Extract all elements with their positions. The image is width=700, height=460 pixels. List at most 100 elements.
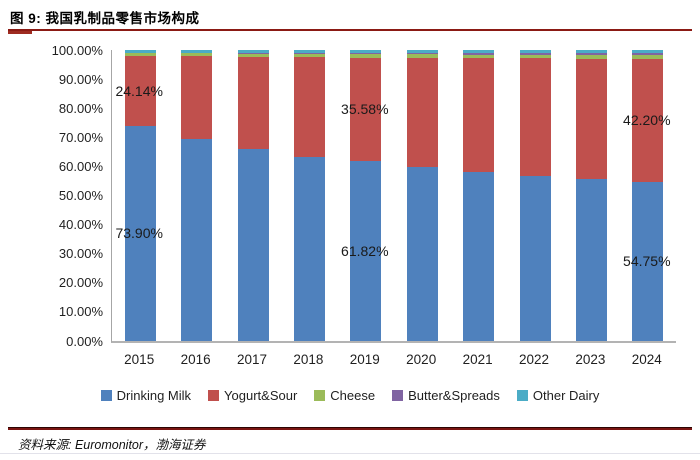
plot-area xyxy=(111,50,676,343)
data-label-drinking-milk: 61.82% xyxy=(341,243,389,260)
bar-segment-butter-spreads xyxy=(463,52,495,55)
y-axis-tick-label: 100.00% xyxy=(51,42,103,58)
bar-segment-drinking-milk xyxy=(406,167,438,341)
bar-segment-other-dairy xyxy=(181,50,213,53)
y-axis-tick-label: 70.00% xyxy=(58,129,103,145)
x-axis-category-label: 2024 xyxy=(631,352,662,367)
bar-segment-butter-spreads xyxy=(237,52,269,54)
bar-column xyxy=(338,50,394,341)
legend-item-yogurt-sour: Yogurt&Sour xyxy=(208,388,297,403)
bar-segment-cheese xyxy=(632,54,664,59)
bar-column xyxy=(281,50,337,341)
bar-segment-yogurt-sour xyxy=(463,58,495,172)
bar-column xyxy=(563,50,619,341)
bar-segment-other-dairy xyxy=(463,50,495,53)
stacked-bar xyxy=(632,50,664,341)
bar-segment-other-dairy xyxy=(632,50,664,53)
bar-segment-drinking-milk xyxy=(293,156,325,341)
data-label-drinking-milk: 54.75% xyxy=(623,253,671,270)
legend-swatch-yogurt-sour xyxy=(208,390,220,401)
bar-segment-cheese xyxy=(293,53,325,58)
x-axis-category-label: 2019 xyxy=(349,352,380,367)
stacked-bar xyxy=(406,50,438,341)
bar-segment-yogurt-sour xyxy=(124,55,156,126)
legend-label: Cheese xyxy=(330,388,376,403)
bar-segment-cheese xyxy=(463,54,495,59)
bar-column xyxy=(112,50,168,341)
bar-segment-cheese xyxy=(350,54,382,58)
y-axis-tick-label: 10.00% xyxy=(58,304,103,320)
bar-segment-other-dairy xyxy=(124,50,156,53)
bar-segment-drinking-milk xyxy=(463,171,495,341)
stacked-bar xyxy=(124,50,156,341)
bar-column xyxy=(450,50,506,341)
x-axis-category-label: 2023 xyxy=(575,352,606,367)
stacked-bar xyxy=(350,50,382,341)
title-divider-line xyxy=(8,29,692,31)
bar-column xyxy=(394,50,450,341)
bar-segment-drinking-milk xyxy=(350,161,382,341)
bar-segment-drinking-milk xyxy=(519,176,551,341)
bar-segment-butter-spreads xyxy=(350,52,382,55)
bar-segment-yogurt-sour xyxy=(519,58,551,177)
bar-segment-yogurt-sour xyxy=(406,57,438,168)
stacked-bar xyxy=(463,50,495,341)
y-axis-tick-label: 20.00% xyxy=(58,275,103,291)
bar-segment-other-dairy xyxy=(406,50,438,53)
bar-segment-drinking-milk xyxy=(237,148,269,341)
x-axis-category-label: 2021 xyxy=(462,352,493,367)
data-label-yogurt-sour: 42.20% xyxy=(623,112,671,129)
bar-segment-drinking-milk xyxy=(124,125,156,341)
bar-segment-cheese xyxy=(575,54,607,59)
y-axis-tick-label: 40.00% xyxy=(58,217,103,233)
bar-segment-other-dairy xyxy=(293,50,325,53)
title-divider-accent xyxy=(8,31,32,34)
legend-swatch-other-dairy xyxy=(516,390,528,401)
bar-segment-yogurt-sour xyxy=(293,57,325,157)
legend-label: Butter&Spreads xyxy=(408,388,500,403)
bar-segment-yogurt-sour xyxy=(350,57,382,162)
bar-column xyxy=(225,50,281,341)
bar-segment-butter-spreads xyxy=(181,52,213,54)
chart-legend: Drinking Milk Yogurt&Sour Cheese Butter&Spr… xyxy=(0,388,700,403)
bar-column xyxy=(620,50,676,341)
bar-segment-butter-spreads xyxy=(406,52,438,55)
bar-segment-cheese xyxy=(406,54,438,58)
bar-segment-yogurt-sour xyxy=(632,58,664,182)
bar-segment-cheese xyxy=(181,53,213,57)
y-axis-tick-label: 80.00% xyxy=(58,100,103,116)
legend-label: Other Dairy xyxy=(532,388,600,403)
data-label-yogurt-sour: 35.58% xyxy=(341,101,389,118)
x-axis-category-label: 2017 xyxy=(236,352,268,367)
bar-segment-butter-spreads xyxy=(519,52,551,55)
figure-title: 图 9: 我国乳制品零售市场构成 xyxy=(10,11,200,26)
bar-segment-butter-spreads xyxy=(575,52,607,55)
stacked-bar xyxy=(293,50,325,341)
legend-item-butter-spreads: Butter&Spreads xyxy=(392,388,500,403)
bar-segment-cheese xyxy=(519,54,551,59)
data-label-yogurt-sour: 24.14% xyxy=(115,82,163,99)
bar-segment-yogurt-sour xyxy=(181,56,213,140)
data-label-drinking-milk: 73.90% xyxy=(115,225,163,242)
bar-segment-other-dairy xyxy=(350,50,382,53)
stacked-bar xyxy=(181,50,213,341)
x-axis-category-label: 2022 xyxy=(518,352,550,367)
stacked-bar xyxy=(237,50,269,341)
x-axis-category-label: 2020 xyxy=(406,352,437,367)
legend-swatch-drinking-milk xyxy=(100,390,112,401)
legend-item-other-dairy: Other Dairy xyxy=(516,388,600,403)
bar-segment-drinking-milk xyxy=(181,139,213,341)
bar-segment-butter-spreads xyxy=(632,52,664,55)
y-axis-tick-label: 60.00% xyxy=(58,158,103,174)
legend-label: Yogurt&Sour xyxy=(224,388,298,403)
bar-segment-yogurt-sour xyxy=(237,56,269,149)
bar-column xyxy=(168,50,224,341)
y-axis-tick-label: 90.00% xyxy=(58,71,103,87)
bar-segment-butter-spreads xyxy=(124,52,156,54)
bar-segment-cheese xyxy=(124,53,156,56)
bar-segment-butter-spreads xyxy=(293,52,325,54)
x-axis-category-label: 2016 xyxy=(180,352,211,367)
footer-divider-line xyxy=(8,427,692,430)
page-bottom-line xyxy=(0,453,700,454)
